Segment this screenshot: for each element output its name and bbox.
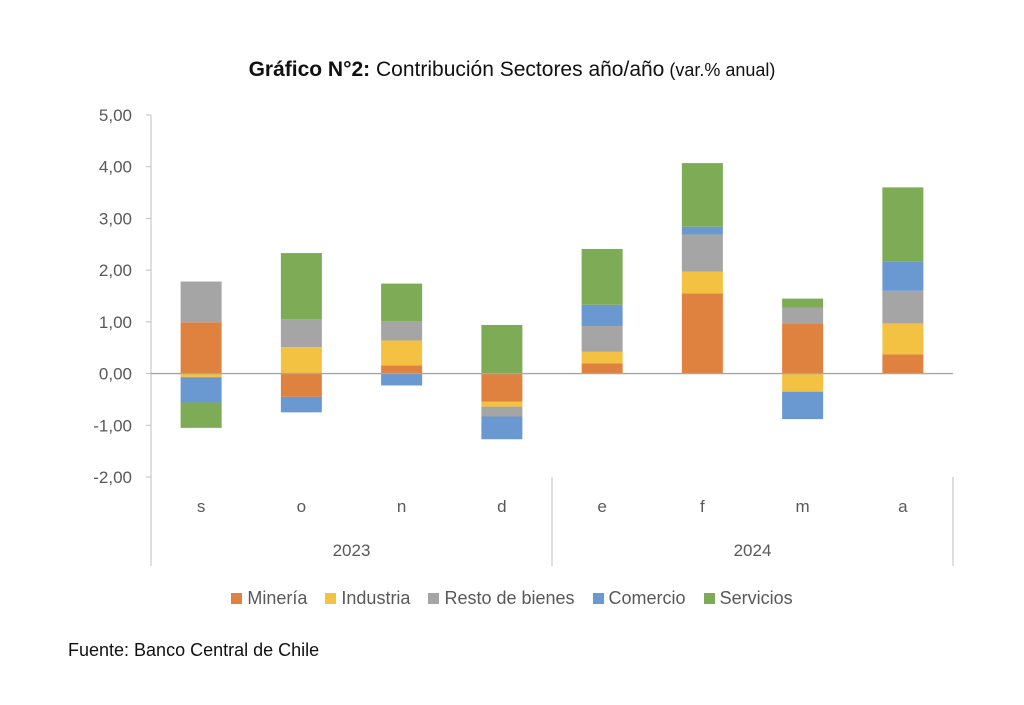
- x-group-label: 2024: [734, 541, 772, 560]
- bar-segment-minería: [681, 293, 723, 374]
- y-tick-label: 4,00: [99, 158, 132, 177]
- bar-segment-industria: [280, 347, 322, 374]
- bar-segment-comercio: [381, 373, 423, 386]
- bar-segment-resto-de-bienes: [381, 321, 423, 341]
- bar-segment-servicios: [280, 253, 322, 320]
- x-category-label: m: [796, 497, 810, 516]
- bar-segment-comercio: [481, 416, 523, 440]
- bar-segment-servicios: [481, 324, 523, 374]
- x-category-label: n: [397, 497, 406, 516]
- bar-segment-minería: [782, 323, 824, 374]
- bar-segment-resto-de-bienes: [280, 319, 322, 348]
- bar-segment-industria: [681, 271, 723, 294]
- y-tick-label: 1,00: [99, 313, 132, 332]
- bar-segment-industria: [882, 323, 924, 355]
- legend-item: Resto de bienes: [428, 588, 575, 609]
- bar-segment-industria: [782, 373, 824, 392]
- bar-segment-resto-de-bienes: [782, 307, 824, 324]
- y-tick-label: 2,00: [99, 261, 132, 280]
- x-axis: s o n d e f m a 2023 2024: [197, 477, 954, 566]
- x-category-label: a: [898, 497, 908, 516]
- bar-segment-minería: [481, 373, 523, 402]
- legend-swatch: [428, 593, 440, 604]
- bar-segment-industria: [180, 373, 222, 378]
- bar-segment-servicios: [180, 402, 222, 428]
- bar-segment-servicios: [882, 187, 924, 262]
- x-group-label: 2023: [333, 541, 371, 560]
- bar-segment-comercio: [180, 377, 222, 403]
- x-category-label: o: [297, 497, 306, 516]
- bar-segment-servicios: [581, 248, 623, 305]
- legend-label: Industria: [341, 588, 411, 608]
- legend-swatch: [703, 593, 715, 604]
- bar-segment-comercio: [581, 304, 623, 326]
- bar-segment-resto-de-bienes: [681, 234, 723, 272]
- legend-label: Servicios: [719, 588, 793, 608]
- bar-segment-comercio: [681, 226, 723, 235]
- chart-title-subtitle: (var.% anual): [664, 60, 776, 80]
- legend-swatch: [325, 593, 337, 604]
- x-category-label: f: [700, 497, 705, 516]
- x-category-label: e: [597, 497, 606, 516]
- bar-segment-servicios: [381, 283, 423, 322]
- bar-segment-resto-de-bienes: [882, 290, 924, 324]
- bar-segment-minería: [180, 322, 222, 374]
- bar-segment-minería: [581, 363, 623, 374]
- legend-item: Industria: [325, 588, 410, 609]
- bar-segment-comercio: [280, 396, 322, 413]
- bar-segment-servicios: [681, 163, 723, 227]
- bar-segment-servicios: [782, 298, 824, 308]
- bar-segment-industria: [381, 340, 423, 366]
- legend: Minería Industria Resto de bienes Comercio S…: [0, 588, 1024, 609]
- source-note: Fuente: Banco Central de Chile: [68, 640, 320, 660]
- bars: [180, 163, 924, 440]
- legend-item: Servicios: [703, 588, 793, 609]
- y-axis: 5,00 4,00 3,00 2,00 1,00 0,00 -1,00 -2,00: [93, 106, 152, 566]
- y-tick-label: 5,00: [99, 106, 132, 125]
- x-category-label: d: [497, 497, 506, 516]
- legend-label: Resto de bienes: [444, 588, 575, 608]
- y-tick-label: -2,00: [93, 468, 132, 487]
- y-tick-label: 3,00: [99, 209, 132, 228]
- legend-label: Minería: [247, 588, 308, 608]
- y-tick-label: 0,00: [99, 365, 132, 384]
- chart-title-bold: Gráfico N°2:: [248, 58, 371, 81]
- bar-segment-industria: [581, 351, 623, 364]
- chart-title-main: Contribución Sectores año/año: [370, 58, 665, 81]
- chart-title: Gráfico N°2: Contribución Sectores año/a…: [0, 58, 1024, 82]
- bar-segment-resto-de-bienes: [581, 325, 623, 352]
- bar-segment-comercio: [882, 261, 924, 291]
- bar-segment-industria: [481, 401, 523, 407]
- legend-swatch: [231, 593, 243, 604]
- bar-segment-comercio: [782, 391, 824, 420]
- bar-segment-minería: [381, 365, 423, 374]
- bar-segment-minería: [280, 373, 322, 397]
- legend-item: Minería: [231, 588, 307, 609]
- legend-item: Comercio: [592, 588, 686, 609]
- legend-label: Comercio: [608, 588, 686, 608]
- x-category-label: s: [197, 497, 206, 516]
- bar-segment-resto-de-bienes: [180, 281, 222, 323]
- bar-segment-resto-de-bienes: [481, 406, 523, 417]
- legend-swatch: [592, 593, 604, 604]
- y-tick-label: -1,00: [93, 416, 132, 435]
- bar-segment-minería: [882, 354, 924, 374]
